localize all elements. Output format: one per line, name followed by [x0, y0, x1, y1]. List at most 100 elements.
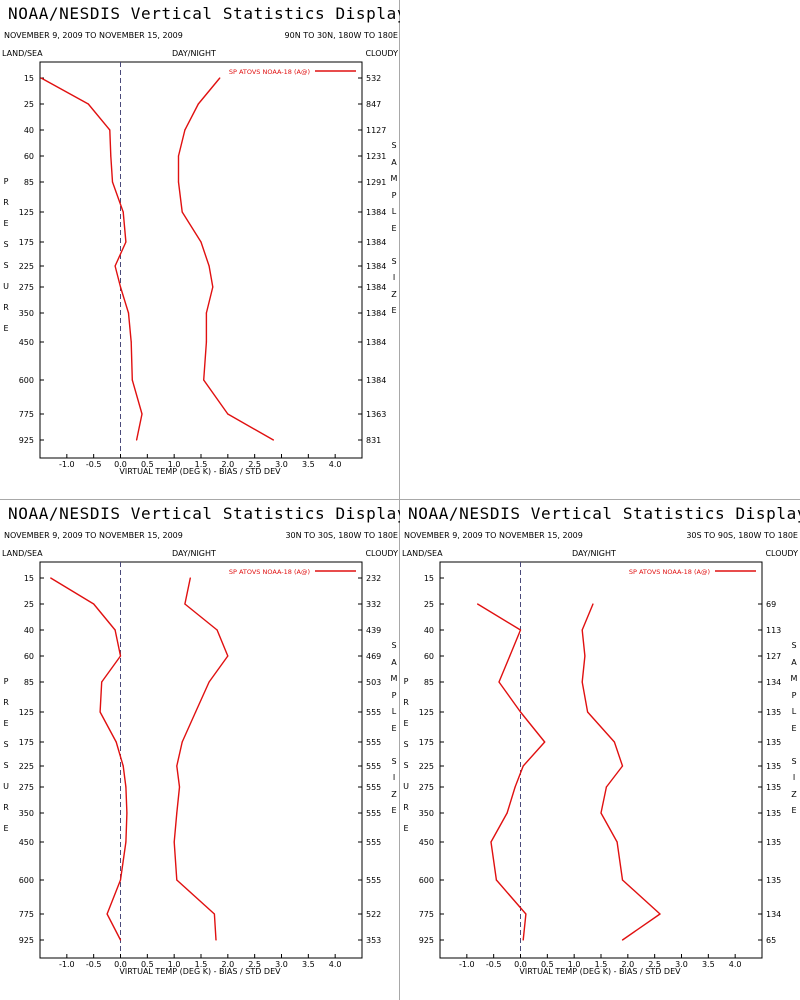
std-dev-point	[227, 413, 229, 415]
pressure-level-label: 350	[19, 809, 34, 818]
x-tick-label: -1.0	[459, 960, 475, 969]
pressure-level-label: 600	[19, 876, 34, 885]
sample-size-axis-letter: P	[391, 690, 397, 700]
std-dev-point	[621, 765, 624, 767]
sample-size-label: 1384	[366, 309, 386, 318]
pressure-axis-letter: R	[3, 698, 9, 707]
sample-size-label: 353	[366, 936, 381, 945]
std-dev-point	[181, 211, 183, 213]
panel-divider-vertical-bottom	[399, 500, 400, 1000]
pressure-level-label: 125	[19, 208, 34, 217]
pressure-level-label: 15	[24, 74, 34, 83]
std-dev-point	[605, 786, 607, 788]
chart-panel-north: NOAA/NESDIS Vertical Statistics Display N…	[0, 0, 400, 500]
x-tick-label: -0.5	[86, 960, 102, 969]
x-tick-label: 3.0	[275, 460, 288, 469]
pressure-level-label: 450	[19, 338, 34, 347]
sample-size-label: 831	[366, 436, 381, 445]
plot-area: -1.0 -0.5 0.0 0.5 1.0 1.5 2.0 2.5 3.0 3.5 4.0 VIRTU…	[19, 61, 386, 476]
sample-size-axis-letter: A	[791, 657, 797, 667]
land-sea-label: LAND/SEA	[2, 549, 43, 558]
pressure-axis-letter: P	[3, 177, 9, 186]
bias-point	[110, 155, 112, 157]
pressure-level-label: 350	[19, 309, 34, 318]
pressure-axis-letter: P	[3, 677, 9, 686]
std-dev-point	[581, 681, 583, 683]
std-dev-series-line	[177, 77, 274, 441]
std-dev-point	[613, 741, 616, 743]
sample-size-label: 1363	[366, 410, 386, 419]
x-tick-label: 1.5	[195, 460, 208, 469]
x-tick-label: 0.5	[141, 960, 154, 969]
sample-size-label: 555	[366, 708, 381, 717]
x-tick-label: 4.0	[729, 960, 742, 969]
x-tick-label: 1.5	[595, 960, 608, 969]
std-dev-point	[178, 786, 181, 788]
bias-point	[93, 603, 95, 605]
bias-point	[514, 786, 516, 788]
std-dev-series-line	[581, 603, 661, 941]
x-tick-label: 0.5	[541, 960, 554, 969]
x-tick-label: 0.0	[514, 960, 527, 969]
x-tick-label: 2.0	[221, 460, 234, 469]
std-dev-point	[216, 629, 218, 631]
bias-point	[141, 413, 143, 415]
bias-point	[119, 655, 122, 657]
pressure-axis-letter: E	[3, 824, 9, 833]
bias-point	[495, 879, 497, 881]
sample-size-axis-letter: P	[791, 690, 797, 700]
bias-point	[114, 265, 116, 267]
legend-label: SP ATOVS NOAA-18 (A@)	[229, 68, 310, 76]
sample-size-label: 135	[766, 738, 781, 747]
sample-size-axis-letter: P	[391, 190, 397, 200]
bias-point	[106, 913, 108, 915]
sample-size-axis-letter: E	[791, 806, 797, 815]
std-dev-point	[205, 341, 207, 343]
day-night-label: DAY/NIGHT	[572, 549, 616, 558]
std-dev-point	[586, 711, 589, 713]
sample-size-axis-letter: I	[392, 273, 396, 282]
pressure-axis-letter: R	[3, 303, 9, 312]
pressure-level-label: 60	[24, 652, 34, 661]
std-dev-point	[181, 741, 183, 743]
std-dev-point	[600, 812, 602, 814]
sample-size-label: 555	[366, 809, 381, 818]
sample-size-axis-letter: M	[390, 174, 398, 183]
std-dev-point	[219, 77, 221, 79]
app-title: NOAA/NESDIS Vertical Statistics Display	[8, 4, 400, 23]
bias-series-line	[477, 603, 546, 941]
chart-panel-tropics: NOAA/NESDIS Vertical Statistics Display N…	[0, 500, 400, 1000]
cloudy-label: CLOUDY	[765, 549, 798, 558]
sample-size-axis-letter: L	[391, 207, 397, 216]
pressure-level-label: 25	[24, 100, 34, 109]
pressure-axis-letter: U	[3, 782, 9, 791]
x-tick-label: 3.5	[302, 460, 315, 469]
std-dev-point	[212, 286, 214, 288]
bias-point	[122, 765, 124, 767]
sample-size-label: 1384	[366, 283, 386, 292]
bias-point	[40, 77, 42, 79]
x-tick-label: 2.0	[221, 960, 234, 969]
sample-size-label: 439	[366, 626, 381, 635]
sample-size-axis-letter: S	[391, 256, 397, 266]
pressure-level-label: 175	[19, 238, 34, 247]
x-tick-label: 0.0	[114, 460, 127, 469]
std-dev-point	[659, 913, 661, 915]
pressure-axis-letter: E	[403, 824, 409, 833]
pressure-level-label: 450	[419, 838, 434, 847]
pressure-axis-letter: S	[403, 740, 409, 749]
sample-size-axis-letter: Z	[391, 289, 397, 299]
pressure-level-label: 25	[24, 600, 34, 609]
sample-size-axis-letter: S	[391, 141, 397, 150]
std-dev-point	[227, 655, 229, 657]
std-dev-point	[581, 629, 583, 631]
pressure-axis-letter: U	[403, 782, 409, 791]
sample-size-label: 1384	[366, 338, 386, 347]
date-range: NOVEMBER 9, 2009 TO NOVEMBER 15, 2009	[404, 531, 583, 540]
pressure-level-label: 60	[24, 152, 34, 161]
sample-size-label: 1231	[366, 152, 386, 161]
bias-point	[119, 879, 122, 881]
bias-point	[114, 629, 116, 631]
sample-size-axis-letter: E	[391, 306, 397, 315]
x-tick-label: 4.0	[329, 460, 342, 469]
